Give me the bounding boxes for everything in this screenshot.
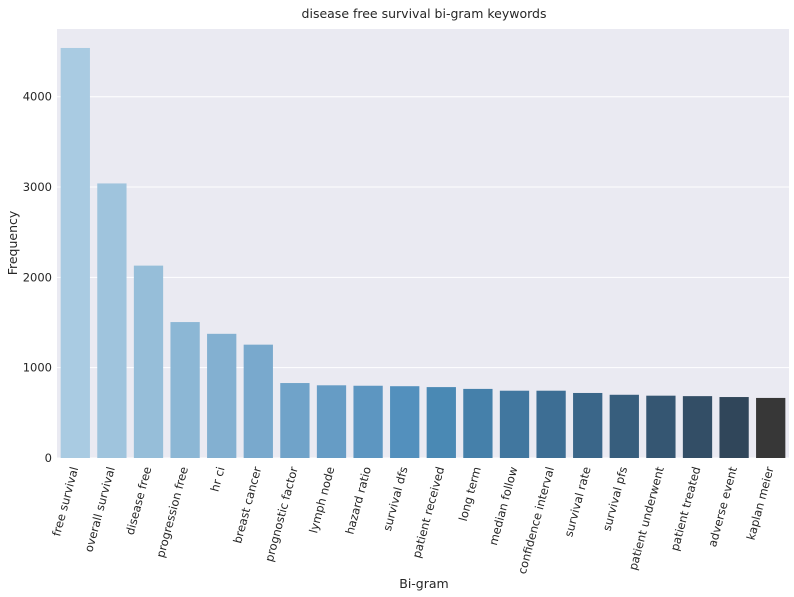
- bar-progression-free: [170, 322, 199, 458]
- x-tick-label: patient underwent: [626, 465, 667, 572]
- x-tick-label: patient treated: [667, 465, 703, 552]
- y-tick-label: 2000: [23, 270, 52, 284]
- x-axis-ticks: free survival overall survival disease fre…: [49, 465, 776, 576]
- x-axis-label: Bi-gram: [399, 576, 448, 591]
- y-tick-label: 3000: [23, 180, 52, 194]
- bar-prognostic-factor: [280, 383, 309, 458]
- bar-adverse-event: [719, 397, 748, 458]
- bar-survival-dfs: [390, 386, 419, 458]
- x-tick-label: confidence interval: [515, 465, 557, 575]
- bar-confidence-interval: [536, 391, 565, 458]
- x-tick-label: prognostic factor: [262, 465, 301, 563]
- bar-lymph-node: [317, 385, 346, 458]
- bar-free-survival: [61, 48, 90, 458]
- x-tick-label: survival dfs: [380, 465, 411, 532]
- bar-hazard-ratio: [353, 386, 382, 458]
- y-axis-label: Frequency: [5, 210, 20, 275]
- plot-area: [57, 29, 789, 458]
- bar-hr-ci: [207, 334, 236, 458]
- bar-disease-free: [134, 266, 163, 458]
- x-tick-label: overall survival: [82, 465, 118, 553]
- x-tick-label: free survival: [49, 465, 81, 538]
- y-tick-label: 1000: [23, 361, 52, 375]
- bar-survival-rate: [573, 393, 602, 458]
- x-tick-label: disease free: [123, 465, 155, 536]
- bar-breast-cancer: [244, 345, 273, 458]
- x-tick-label: breast cancer: [230, 465, 264, 545]
- x-tick-label: patient received: [409, 465, 447, 559]
- x-tick-label: adverse event: [705, 465, 740, 549]
- x-tick-label: progression free: [153, 465, 191, 559]
- bar-patient-treated: [683, 396, 712, 458]
- x-tick-label: kaplan meier: [744, 465, 777, 542]
- bar-overall-survival: [97, 183, 126, 458]
- x-tick-label: lymph node: [306, 465, 337, 534]
- x-tick-label: survival rate: [561, 465, 593, 538]
- x-tick-label: median follow: [486, 465, 520, 547]
- bar-median-follow: [500, 391, 529, 458]
- x-tick-label: hr ci: [208, 465, 228, 493]
- bar-kaplan-meier: [756, 398, 785, 458]
- bar-patient-received: [427, 387, 456, 458]
- bar-survival-pfs: [610, 395, 639, 458]
- x-tick-label: long term: [456, 465, 484, 523]
- bar-long-term: [463, 389, 492, 458]
- y-tick-label: 0: [45, 451, 52, 465]
- y-axis-ticks: 0 1000 2000 3000 4000: [23, 90, 52, 465]
- bar-patient-underwent: [646, 396, 675, 458]
- chart-title: disease free survival bi-gram keywords: [302, 6, 547, 21]
- x-tick-label: survival pfs: [600, 465, 631, 532]
- y-tick-label: 4000: [23, 90, 52, 104]
- x-tick-label: hazard ratio: [343, 465, 374, 536]
